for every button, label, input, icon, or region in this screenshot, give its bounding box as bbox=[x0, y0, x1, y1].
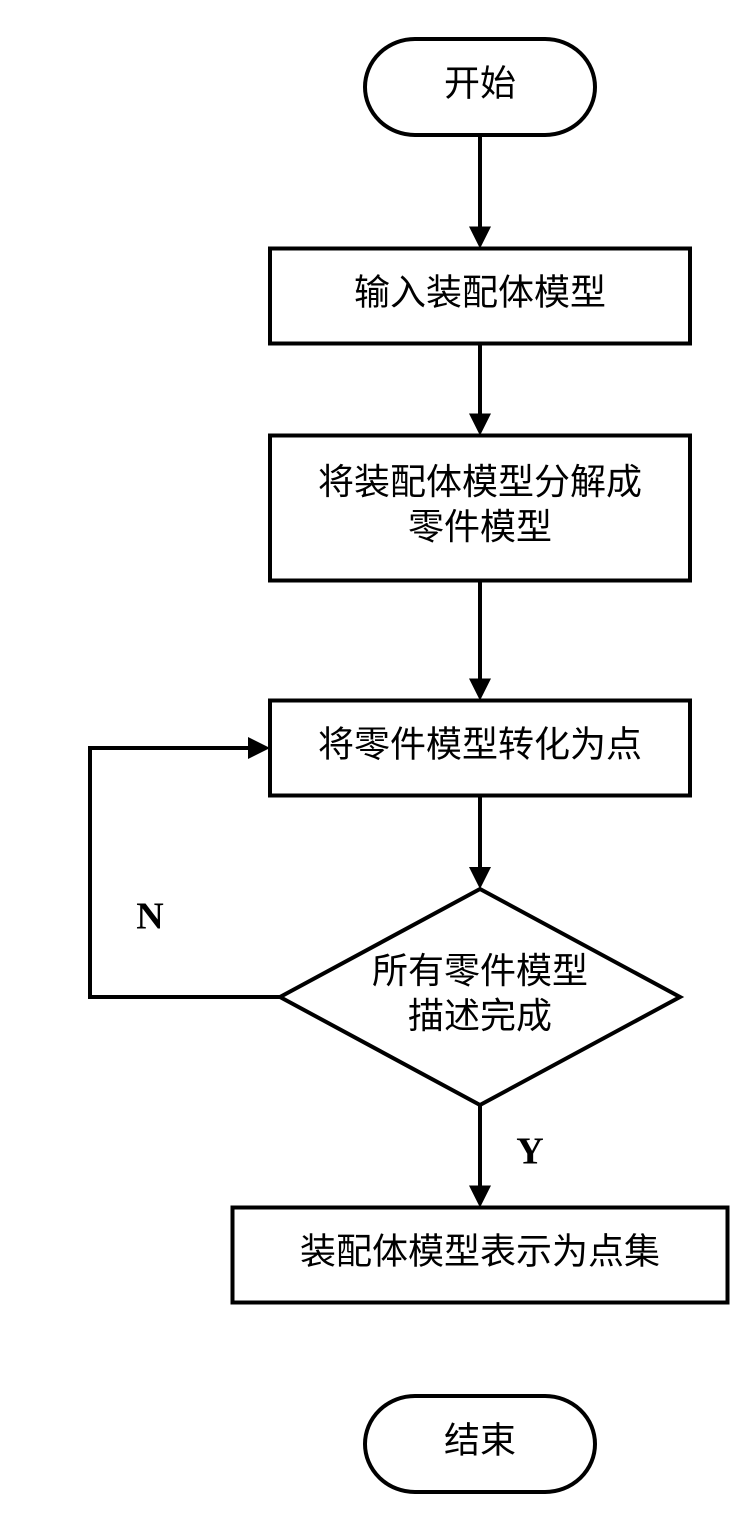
node-pointset-label: 装配体模型表示为点集 bbox=[300, 1231, 660, 1271]
node-decomp: 将装配体模型分解成零件模型 bbox=[270, 436, 690, 581]
edge-label-N: N bbox=[136, 896, 163, 938]
node-decision-label: 所有零件模型 bbox=[372, 951, 588, 991]
node-start-label: 开始 bbox=[444, 63, 516, 103]
node-input: 输入装配体模型 bbox=[270, 249, 690, 344]
flowchart-canvas: 开始输入装配体模型将装配体模型分解成零件模型将零件模型转化为点所有零件模型描述完… bbox=[0, 0, 737, 1532]
node-start: 开始 bbox=[365, 39, 595, 135]
edge-decision-topoint-loopback bbox=[90, 748, 280, 997]
node-decision-label: 描述完成 bbox=[408, 996, 552, 1036]
node-decomp-label: 零件模型 bbox=[408, 507, 552, 547]
node-end-label: 结束 bbox=[444, 1420, 516, 1460]
node-topoint-label: 将零件模型转化为点 bbox=[318, 724, 642, 764]
node-decomp-label: 将装配体模型分解成 bbox=[318, 462, 642, 502]
node-pointset: 装配体模型表示为点集 bbox=[233, 1208, 728, 1303]
edge-label-Y: Y bbox=[516, 1131, 543, 1173]
node-decision: 所有零件模型描述完成 bbox=[280, 889, 680, 1105]
node-end: 结束 bbox=[365, 1396, 595, 1492]
node-input-label: 输入装配体模型 bbox=[354, 272, 606, 312]
node-topoint: 将零件模型转化为点 bbox=[270, 701, 690, 796]
